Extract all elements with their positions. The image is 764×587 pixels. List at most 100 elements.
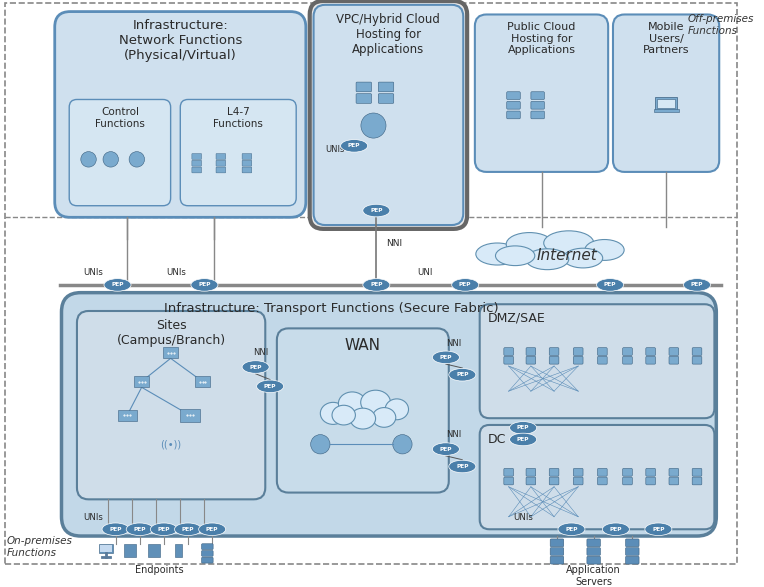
FancyBboxPatch shape	[626, 556, 639, 564]
FancyBboxPatch shape	[507, 102, 520, 109]
Text: UNI: UNI	[417, 268, 432, 277]
Ellipse shape	[563, 248, 603, 268]
Text: PEP: PEP	[517, 437, 529, 442]
Text: L4-7
Functions: L4-7 Functions	[213, 107, 263, 129]
Text: PEP: PEP	[370, 208, 383, 213]
Text: Application
Servers: Application Servers	[566, 565, 621, 586]
Ellipse shape	[507, 232, 552, 256]
Bar	[653, 109, 678, 112]
Ellipse shape	[104, 279, 131, 291]
Ellipse shape	[199, 523, 225, 535]
FancyBboxPatch shape	[692, 348, 702, 355]
FancyBboxPatch shape	[623, 348, 633, 355]
Text: PEP: PEP	[459, 282, 471, 288]
Ellipse shape	[602, 523, 630, 535]
FancyBboxPatch shape	[503, 356, 513, 364]
Ellipse shape	[432, 351, 459, 363]
Bar	[163, 347, 178, 358]
Circle shape	[129, 151, 144, 167]
FancyBboxPatch shape	[573, 477, 583, 485]
FancyBboxPatch shape	[356, 82, 371, 92]
Ellipse shape	[452, 279, 479, 291]
Bar	[99, 544, 112, 554]
FancyBboxPatch shape	[549, 477, 559, 485]
Ellipse shape	[544, 231, 594, 255]
FancyBboxPatch shape	[550, 548, 564, 555]
FancyBboxPatch shape	[692, 356, 702, 364]
Text: Internet: Internet	[536, 248, 597, 264]
Ellipse shape	[526, 249, 568, 269]
Text: NNI: NNI	[253, 348, 268, 357]
FancyBboxPatch shape	[573, 356, 583, 364]
FancyBboxPatch shape	[623, 356, 633, 364]
Bar	[195, 376, 210, 387]
Text: PEP: PEP	[565, 527, 578, 532]
Bar	[100, 545, 112, 552]
Circle shape	[311, 434, 330, 454]
Bar	[175, 544, 182, 557]
Text: PEP: PEP	[249, 365, 262, 369]
Text: Public Cloud
Hosting for
Applications: Public Cloud Hosting for Applications	[507, 22, 576, 55]
Text: UNIs: UNIs	[166, 268, 186, 277]
Text: ((•)): ((•))	[160, 440, 181, 450]
FancyBboxPatch shape	[669, 356, 678, 364]
Text: Infrastructure:
Network Functions
(Physical/Virtual): Infrastructure: Network Functions (Physi…	[118, 19, 242, 62]
Text: Control
Functions: Control Functions	[95, 107, 145, 129]
FancyBboxPatch shape	[526, 356, 536, 364]
FancyBboxPatch shape	[526, 348, 536, 355]
FancyBboxPatch shape	[216, 154, 225, 159]
Ellipse shape	[363, 204, 390, 217]
Text: Infrastructure: Transport Functions (Secure Fabric): Infrastructure: Transport Functions (Sec…	[163, 302, 498, 315]
Bar	[180, 409, 199, 422]
Ellipse shape	[151, 523, 177, 535]
Ellipse shape	[320, 402, 346, 424]
FancyBboxPatch shape	[692, 477, 702, 485]
Text: NNI: NNI	[446, 430, 461, 440]
FancyBboxPatch shape	[531, 92, 545, 99]
Ellipse shape	[584, 239, 624, 261]
FancyBboxPatch shape	[587, 539, 601, 546]
Ellipse shape	[191, 279, 218, 291]
FancyBboxPatch shape	[55, 12, 306, 217]
FancyBboxPatch shape	[597, 356, 607, 364]
Text: PEP: PEP	[456, 464, 468, 469]
FancyBboxPatch shape	[378, 82, 393, 92]
FancyBboxPatch shape	[507, 92, 520, 99]
FancyBboxPatch shape	[242, 154, 252, 159]
FancyBboxPatch shape	[692, 468, 702, 476]
Ellipse shape	[372, 407, 396, 427]
FancyBboxPatch shape	[613, 15, 719, 172]
Bar	[118, 410, 137, 421]
Text: NNI: NNI	[446, 339, 461, 348]
Text: PEP: PEP	[182, 527, 194, 532]
FancyBboxPatch shape	[646, 477, 656, 485]
FancyBboxPatch shape	[202, 551, 213, 556]
FancyBboxPatch shape	[669, 477, 678, 485]
Text: PEP: PEP	[348, 143, 361, 149]
Circle shape	[103, 151, 118, 167]
FancyBboxPatch shape	[202, 557, 213, 563]
FancyBboxPatch shape	[277, 328, 448, 492]
Ellipse shape	[684, 279, 711, 291]
FancyBboxPatch shape	[216, 160, 225, 166]
Text: PEP: PEP	[517, 426, 529, 430]
Text: UNIs: UNIs	[513, 512, 533, 521]
FancyBboxPatch shape	[626, 548, 639, 555]
FancyBboxPatch shape	[549, 356, 559, 364]
FancyBboxPatch shape	[180, 99, 296, 205]
FancyBboxPatch shape	[356, 94, 371, 103]
FancyBboxPatch shape	[242, 160, 252, 166]
Ellipse shape	[338, 392, 366, 415]
Bar	[148, 544, 160, 557]
FancyBboxPatch shape	[192, 160, 202, 166]
FancyBboxPatch shape	[587, 556, 601, 564]
Text: UNIs: UNIs	[84, 268, 104, 277]
FancyBboxPatch shape	[526, 468, 536, 476]
FancyBboxPatch shape	[70, 99, 170, 205]
Ellipse shape	[496, 246, 535, 265]
FancyBboxPatch shape	[503, 348, 513, 355]
FancyBboxPatch shape	[550, 556, 564, 564]
Ellipse shape	[645, 523, 672, 535]
Bar	[657, 99, 675, 108]
Ellipse shape	[341, 140, 367, 152]
